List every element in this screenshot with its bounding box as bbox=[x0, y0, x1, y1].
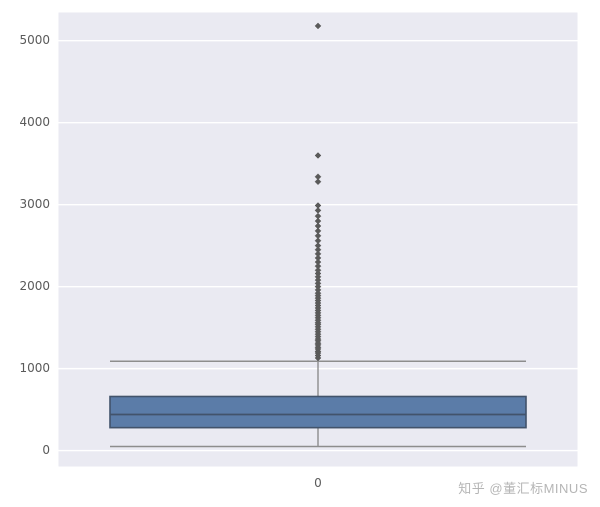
boxplot-chart: 0 1000 2000 3000 4000 5000 0 bbox=[0, 0, 600, 507]
ytick-label: 4000 bbox=[19, 115, 50, 129]
ytick-label: 5000 bbox=[19, 33, 50, 47]
ytick-label: 1000 bbox=[19, 361, 50, 375]
ytick-label: 3000 bbox=[19, 197, 50, 211]
box bbox=[110, 396, 526, 427]
xtick-label: 0 bbox=[314, 476, 322, 490]
ytick-label: 0 bbox=[42, 443, 50, 457]
ytick-label: 2000 bbox=[19, 279, 50, 293]
